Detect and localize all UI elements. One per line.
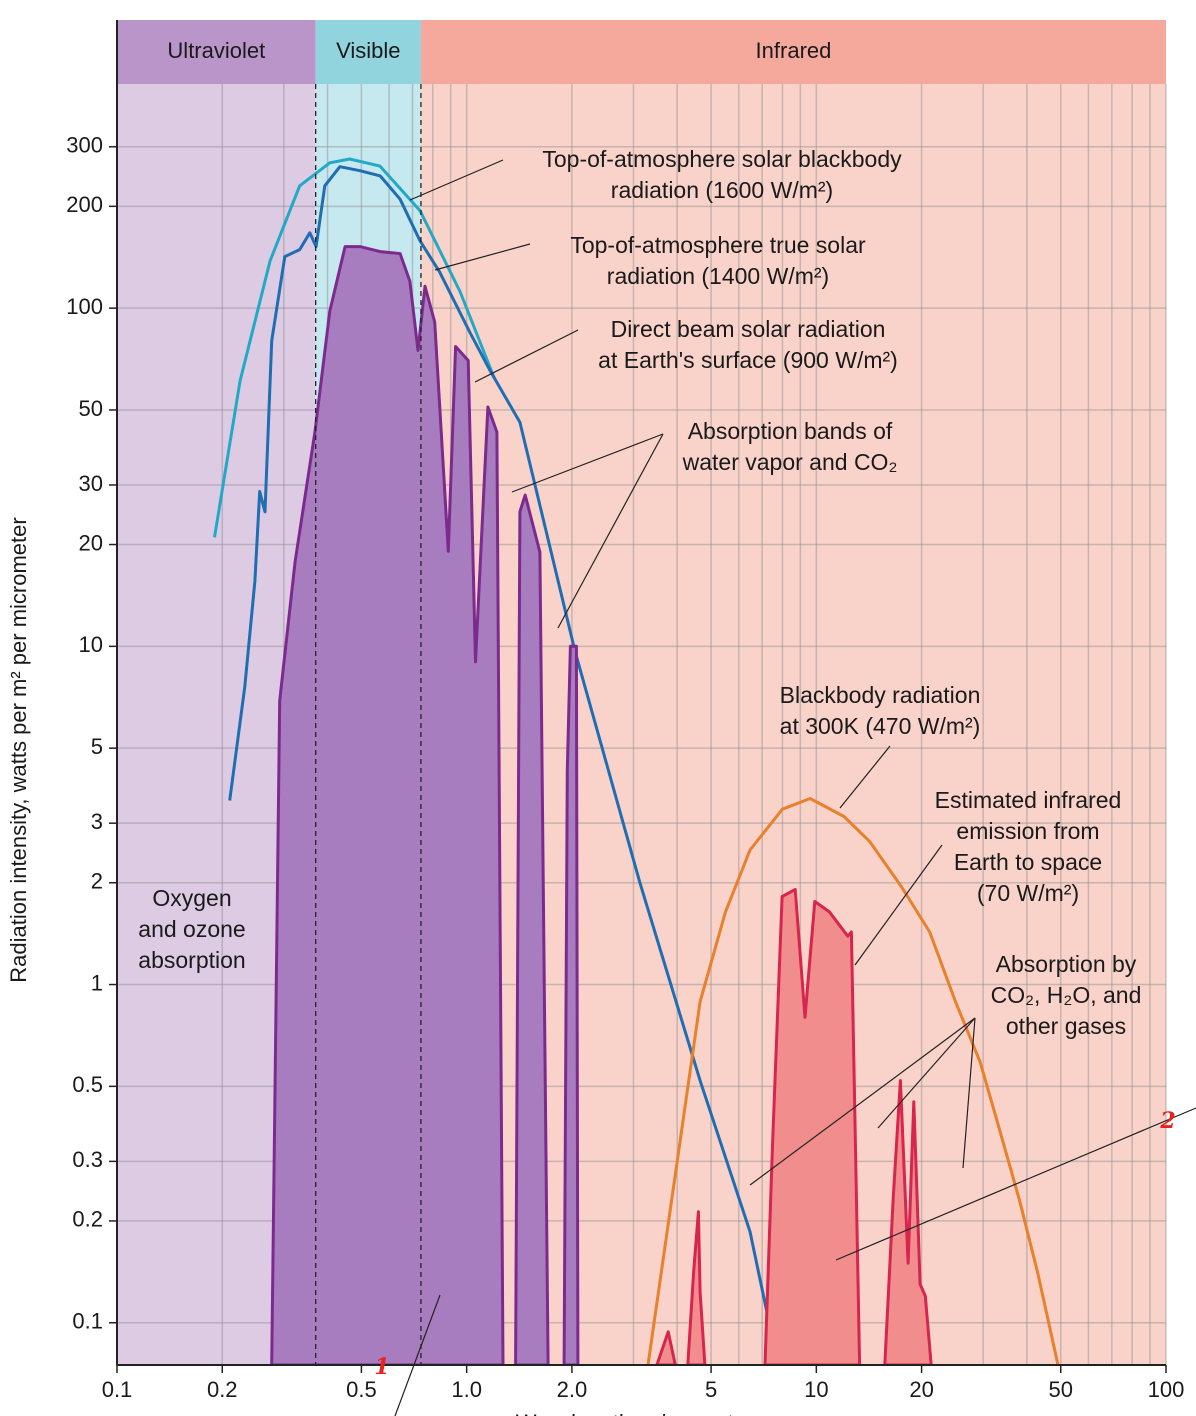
- y-tick-label: 2: [91, 869, 103, 894]
- leader-line: [474, 329, 579, 383]
- y-tick-label: 1: [91, 970, 103, 995]
- annotation: Direct beam solar radiation: [611, 316, 886, 342]
- y-tick-label: 0.5: [72, 1072, 103, 1097]
- annotation: other gases: [1006, 1013, 1126, 1039]
- leader-line: [557, 433, 664, 629]
- annotation: Oxygen: [152, 885, 231, 911]
- x-tick-label: 10: [804, 1377, 828, 1402]
- annotation: water vapor and CO₂: [682, 449, 898, 475]
- annotation: Absorption by: [996, 951, 1137, 977]
- band-header: [315, 20, 421, 84]
- x-tick-label: 1.0: [451, 1377, 482, 1402]
- x-tick-label: 50: [1048, 1377, 1072, 1402]
- x-tick-label: 20: [909, 1377, 933, 1402]
- leader-line: [854, 844, 943, 966]
- x-tick-label: 0.1: [102, 1377, 133, 1402]
- x-axis-label: Wavelength, micrometers: [516, 1410, 765, 1416]
- x-tick-label: 0.5: [346, 1377, 377, 1402]
- band-label: Ultraviolet: [167, 38, 265, 63]
- leader-line: [835, 1107, 1196, 1261]
- annotation: Top-of-atmosphere true solar: [570, 232, 866, 258]
- band-header: [117, 20, 316, 84]
- area-series: [270, 245, 580, 1365]
- annotation: at Earth's surface (900 W/m²): [598, 347, 898, 373]
- y-tick-label: 3: [91, 809, 103, 834]
- y-tick-label: 0.1: [72, 1309, 103, 1334]
- annotation: and ozone: [138, 916, 245, 942]
- line-series: [213, 157, 496, 538]
- line-series: [646, 797, 1060, 1365]
- leader-line: [409, 159, 504, 201]
- leader-line: [877, 1017, 976, 1129]
- y-tick-label: 0.3: [72, 1147, 103, 1172]
- leader-line: [394, 1294, 441, 1416]
- x-tick-label: 2.0: [557, 1377, 588, 1402]
- y-tick-label: 5: [91, 734, 103, 759]
- annotation: Top-of-atmosphere solar blackbody: [542, 146, 902, 172]
- y-tick-label: 0.2: [72, 1207, 103, 1232]
- y-tick-label: 50: [79, 396, 103, 421]
- y-tick-label: 10: [79, 632, 103, 657]
- y-tick-label: 100: [66, 294, 103, 319]
- y-tick-label: 20: [79, 530, 103, 555]
- curves: [213, 157, 1060, 1365]
- annotation: Earth to space: [954, 849, 1102, 875]
- band-header: [420, 20, 1166, 84]
- y-tick-label: 200: [66, 192, 103, 217]
- leader-line: [434, 243, 531, 271]
- annotation: (70 W/m²): [977, 880, 1079, 906]
- annotation: CO₂, H₂O, and: [991, 982, 1142, 1008]
- annotation: Blackbody radiation: [780, 682, 981, 708]
- leader-line: [749, 1017, 976, 1186]
- leader-line: [962, 1017, 976, 1169]
- annotation: at 300K (470 W/m²): [780, 713, 981, 739]
- handwritten-mark: 2: [1159, 1108, 1175, 1134]
- leader-line: [839, 745, 891, 809]
- annotation: Absorption bands of: [688, 418, 893, 444]
- x-tick-label: 100: [1148, 1377, 1185, 1402]
- x-tick-label: 0.2: [207, 1377, 238, 1402]
- band-label: Visible: [336, 38, 400, 63]
- annotation: radiation (1600 W/m²): [611, 177, 833, 203]
- y-axis-label: Radiation intensity, watts per m² per mi…: [6, 517, 31, 982]
- y-tick-label: 300: [66, 133, 103, 158]
- x-tick-label: 5: [705, 1377, 717, 1402]
- foreground: Ultraviolet Visible Infrared 0.1 0.2 0.5 1.0 2.…: [6, 20, 1196, 1416]
- y-tick-label: 30: [79, 471, 103, 496]
- annotation: Estimated infrared: [935, 787, 1122, 813]
- area-series: [655, 888, 933, 1365]
- handwritten-mark: 1: [374, 1354, 389, 1380]
- band-label: Infrared: [756, 38, 832, 63]
- annotation: emission from: [956, 818, 1099, 844]
- annotation: absorption: [138, 947, 245, 973]
- leader-line: [511, 433, 664, 493]
- annotation: radiation (1400 W/m²): [607, 263, 829, 289]
